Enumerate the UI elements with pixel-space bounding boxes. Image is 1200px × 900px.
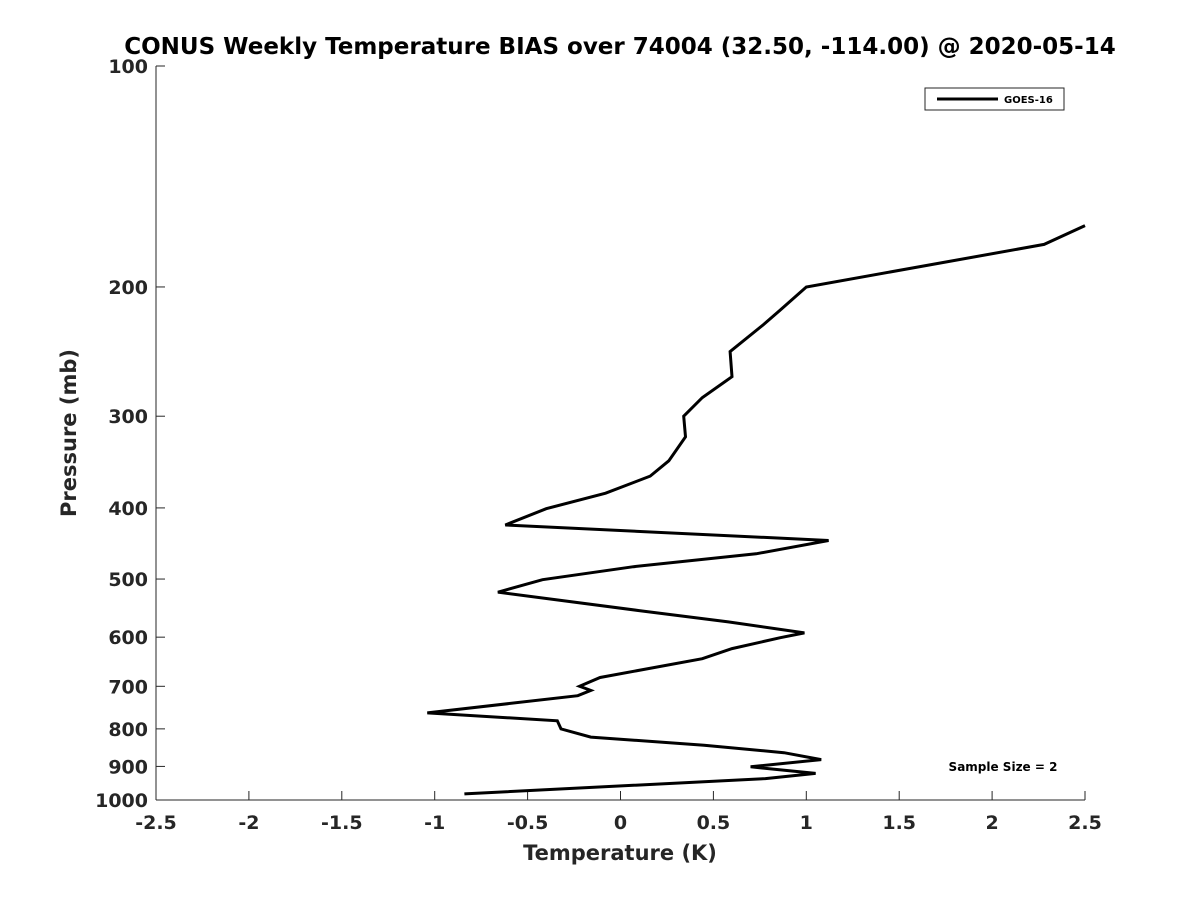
y-tick-label: 1000 bbox=[95, 790, 148, 812]
sample-size-annotation: Sample Size = 2 bbox=[949, 760, 1058, 774]
x-tick-label: 2.5 bbox=[1068, 812, 1102, 834]
axes: -2.5 -2 -1.5 -1 -0.5 0 0.5 1 1.5 2 2.5 100 200 300 40… bbox=[95, 56, 1102, 834]
y-ticks: 100 200 300 400 500 600 700 800 900 1000 bbox=[95, 56, 165, 812]
y-tick-label: 100 bbox=[108, 56, 148, 78]
y-tick-label: 300 bbox=[108, 406, 148, 428]
x-tick-label: -2 bbox=[238, 812, 259, 834]
x-tick-label: 0 bbox=[614, 812, 627, 834]
legend: GOES-16 bbox=[924, 87, 1065, 111]
y-tick-label: 600 bbox=[108, 627, 148, 649]
x-tick-label: 1.5 bbox=[882, 812, 916, 834]
x-tick-label: 0.5 bbox=[697, 812, 731, 834]
legend-label-goes-16: GOES-16 bbox=[1004, 95, 1053, 106]
x-ticks: -2.5 -2 -1.5 -1 -0.5 0 0.5 1 1.5 2 2.5 bbox=[135, 791, 1102, 834]
x-tick-label: 2 bbox=[985, 812, 998, 834]
chart-title: CONUS Weekly Temperature BIAS over 74004… bbox=[124, 34, 1115, 60]
x-axis-label: Temperature (K) bbox=[523, 841, 717, 865]
series-layer bbox=[427, 224, 1086, 796]
x-tick-label: -1 bbox=[424, 812, 445, 834]
y-tick-label: 800 bbox=[108, 719, 148, 741]
y-tick-label: 400 bbox=[108, 498, 148, 520]
y-tick-label: 700 bbox=[108, 676, 148, 698]
y-tick-label: 200 bbox=[108, 277, 148, 299]
y-axis-label: Pressure (mb) bbox=[57, 349, 81, 517]
y-tick-label: 500 bbox=[108, 569, 148, 591]
x-tick-label: 1 bbox=[800, 812, 813, 834]
x-tick-label: -0.5 bbox=[507, 812, 549, 834]
y-tick-label: 900 bbox=[108, 756, 148, 778]
x-tick-label: -2.5 bbox=[135, 812, 177, 834]
x-tick-label: -1.5 bbox=[321, 812, 363, 834]
